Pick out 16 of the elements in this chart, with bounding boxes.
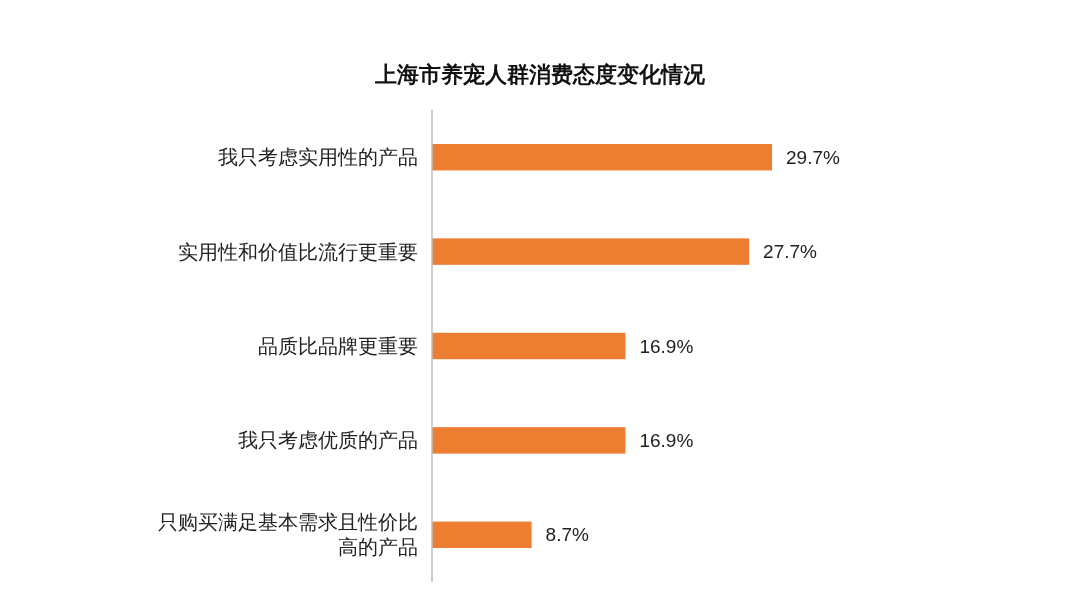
bar <box>432 521 532 549</box>
data-label: 29.7% <box>786 146 840 168</box>
y-tick-label: 只购买满足基本需求且性价比高的产品 <box>158 510 418 560</box>
bar <box>432 427 626 454</box>
data-label: 16.9% <box>639 430 694 452</box>
bar <box>432 238 750 265</box>
bar <box>432 332 626 360</box>
chart-title: 上海市养宠人群消费态度变化情况 <box>374 62 706 87</box>
y-tick-label: 实用性和价值比流行更重要 <box>178 239 418 264</box>
y-tick-label: 我只考虑优质的产品 <box>238 428 418 453</box>
data-label: 16.9% <box>639 335 694 357</box>
y-tick-label: 品质比品牌更重要 <box>258 334 418 358</box>
data-label: 8.7% <box>545 524 590 546</box>
data-label: 27.7% <box>763 241 818 263</box>
y-tick-label: 我只考虑实用性的产品 <box>218 145 418 170</box>
bar <box>432 143 772 171</box>
